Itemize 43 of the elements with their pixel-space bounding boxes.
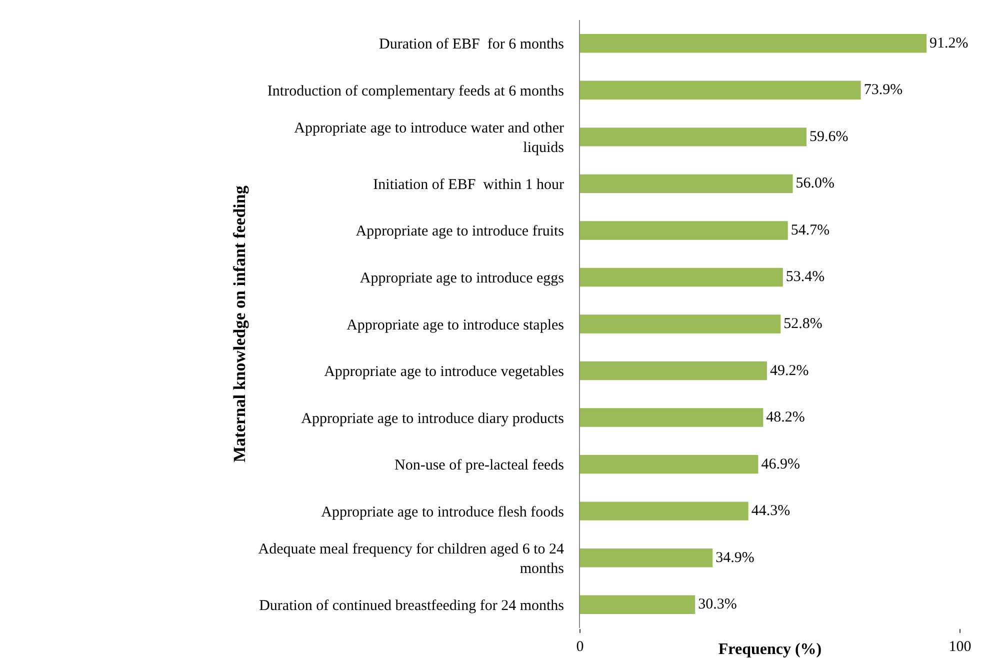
- data-label: 30.3%: [698, 596, 737, 613]
- bar: [580, 502, 748, 520]
- y-tick-label: Non-use of pre-lacteal feeds: [394, 458, 564, 474]
- data-label: 44.3%: [751, 503, 790, 520]
- data-label: 52.8%: [784, 316, 822, 332]
- bar: [580, 268, 783, 287]
- y-axis-title: Maternal knowledge on infant feeding: [230, 185, 249, 462]
- data-label: 48.2%: [766, 410, 805, 426]
- bar: [580, 454, 758, 474]
- bar: [580, 221, 788, 240]
- bar: [580, 80, 861, 100]
- bar: [580, 128, 806, 146]
- data-label: 34.9%: [716, 550, 754, 566]
- data-label: 49.2%: [770, 362, 809, 379]
- bar: [580, 174, 793, 194]
- x-tick-label: 100: [948, 639, 972, 655]
- bar: [580, 314, 781, 334]
- y-tick-label: Appropriate age to introduce diary products: [301, 410, 564, 427]
- bar: [580, 34, 927, 53]
- bar: [580, 361, 767, 380]
- y-tick-label: Adequate meal frequency for children aged 6 to 24 months: [258, 541, 564, 577]
- y-tick-label: Appropriate age to introduce eggs: [360, 270, 564, 286]
- y-tick-label: Appropriate age to introduce staples: [346, 317, 564, 334]
- data-label: 53.4%: [786, 269, 825, 286]
- y-tick-label: Appropriate age to introduce water and other liquids: [294, 120, 564, 156]
- y-tick-label: Duration of EBF for 6 months: [379, 36, 564, 53]
- bar: [580, 548, 713, 568]
- x-tick-label: 0: [576, 639, 584, 655]
- y-tick-label: Appropriate age to introduce vegetables: [324, 364, 564, 380]
- y-tick-label: Appropriate age to introduce fruits: [356, 224, 564, 240]
- bar: [580, 408, 764, 427]
- data-label: 59.6%: [809, 128, 848, 145]
- data-label: 56.0%: [796, 176, 835, 192]
- y-tick-label: Introduction of complementary feeds at 6 months: [267, 83, 564, 100]
- data-label: 91.2%: [930, 35, 968, 52]
- y-tick-label: Duration of continued breastfeeding for 24 months: [259, 598, 564, 614]
- y-tick-label: Initiation of EBF within 1 hour: [373, 176, 564, 193]
- x-axis-title: Frequency (%): [718, 641, 822, 658]
- data-label: 46.9%: [761, 456, 800, 472]
- data-label: 54.7%: [790, 222, 830, 238]
- y-tick-label: Appropriate age to introduce flesh foods: [321, 504, 564, 520]
- bar: [580, 595, 696, 614]
- data-label: 73.9%: [864, 82, 903, 98]
